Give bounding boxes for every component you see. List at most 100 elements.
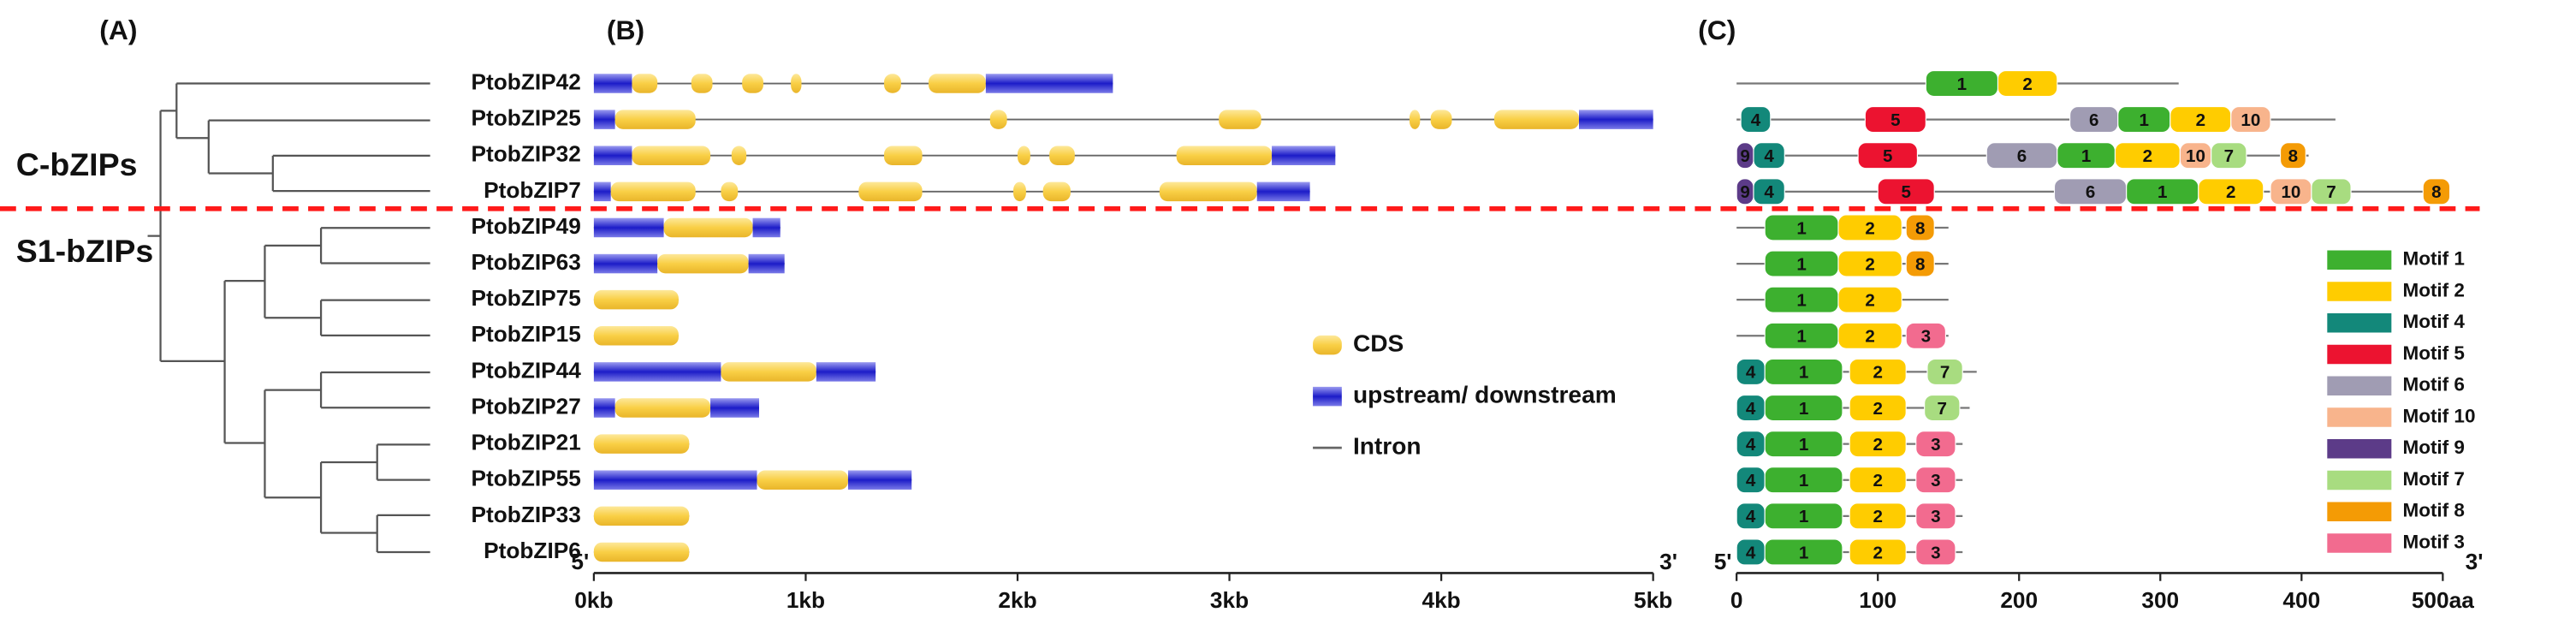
motif-box bbox=[1849, 467, 1907, 494]
motif-number: 1 bbox=[1796, 291, 1806, 311]
cds-segment bbox=[657, 253, 749, 274]
motif-box bbox=[2279, 142, 2306, 169]
motif-number: 4 bbox=[1746, 363, 1756, 383]
legend-label: Motif 1 bbox=[2402, 248, 2465, 270]
cds-segment bbox=[721, 362, 816, 382]
utr-segment bbox=[593, 217, 664, 238]
cds-segment bbox=[731, 146, 747, 165]
legend-swatch bbox=[2327, 439, 2392, 459]
x-tick-label: 100 bbox=[1859, 587, 1896, 613]
motif-number: 1 bbox=[1796, 327, 1806, 347]
cds-segment bbox=[632, 74, 658, 93]
utr-segment bbox=[593, 74, 632, 93]
tree-branch bbox=[147, 82, 430, 361]
cds-segment bbox=[757, 470, 848, 490]
utr-segment bbox=[593, 253, 658, 274]
x-tick-label: 400 bbox=[2282, 587, 2320, 613]
motif-box bbox=[1837, 250, 1902, 277]
legend-swatch bbox=[2327, 282, 2392, 301]
utr-segment bbox=[593, 181, 611, 202]
legend-swatch bbox=[2327, 533, 2392, 553]
cds-segment bbox=[742, 74, 763, 93]
motif-box bbox=[2198, 178, 2264, 205]
motif-number: 5 bbox=[1901, 182, 1910, 202]
legend-label: CDS bbox=[1353, 330, 1404, 357]
cds-segment bbox=[1159, 181, 1257, 202]
motif-number: 7 bbox=[2224, 146, 2234, 166]
motif-box bbox=[1753, 142, 1785, 169]
motif-number: 8 bbox=[2431, 182, 2441, 202]
motif-box bbox=[1764, 431, 1843, 458]
motif-box bbox=[1764, 502, 1843, 530]
legend-label: upstream/ downstream bbox=[1353, 382, 1617, 408]
motif-number: 8 bbox=[1915, 218, 1925, 238]
cds-segment bbox=[610, 181, 696, 202]
legend-swatch bbox=[2327, 470, 2392, 490]
cds-segment bbox=[593, 542, 690, 562]
motif-number: 1 bbox=[2081, 146, 2091, 166]
motif-number: 8 bbox=[2288, 146, 2298, 166]
motif-box bbox=[1764, 358, 1843, 385]
cds-segment bbox=[593, 326, 679, 346]
gene-label: PtobZIP63 bbox=[472, 249, 581, 275]
cds-segment bbox=[614, 398, 711, 418]
legend-label: Motif 5 bbox=[2402, 342, 2465, 364]
motif-number: 8 bbox=[1915, 254, 1925, 274]
utr-segment bbox=[593, 110, 615, 129]
motif-number: 2 bbox=[2022, 74, 2032, 94]
motif-number: 4 bbox=[1746, 471, 1756, 490]
utr-segment bbox=[1256, 181, 1310, 202]
motif-box bbox=[1740, 106, 1772, 134]
tree-branch bbox=[160, 227, 430, 554]
gene-label: PtobZIP32 bbox=[472, 141, 581, 167]
cds-segment bbox=[593, 434, 690, 454]
motif-box bbox=[1915, 431, 1956, 458]
cds-segment bbox=[1430, 110, 1452, 129]
end-label: 3' bbox=[2466, 549, 2484, 574]
panel-label: (A) bbox=[99, 15, 137, 45]
motif-box bbox=[1924, 394, 1961, 422]
phylogenetic-tree bbox=[147, 82, 430, 554]
motif-number: 4 bbox=[1751, 110, 1761, 130]
utr-segment bbox=[748, 253, 785, 274]
utr-segment bbox=[752, 217, 781, 238]
end-label: 5' bbox=[1714, 549, 1732, 574]
gene-label: PtobZIP55 bbox=[472, 466, 581, 491]
gene-label: PtobZIP25 bbox=[472, 105, 581, 131]
motif-box bbox=[2211, 142, 2247, 169]
x-tick-label: 1kb bbox=[786, 587, 825, 613]
end-label: 5' bbox=[571, 549, 589, 574]
legend-label: Motif 9 bbox=[2402, 437, 2465, 458]
cds-segment bbox=[791, 74, 802, 93]
motif-number: 1 bbox=[2158, 182, 2167, 202]
cds-segment bbox=[1219, 110, 1261, 129]
motif-box bbox=[1837, 286, 1902, 313]
motif-number: 2 bbox=[1873, 399, 1882, 419]
motif-number: 2 bbox=[1873, 435, 1882, 455]
motif-box bbox=[2230, 106, 2271, 134]
x-tick-label: 0 bbox=[1730, 587, 1743, 613]
motif-number: 6 bbox=[2086, 182, 2095, 202]
utr-segment bbox=[1579, 110, 1653, 129]
legend-label: Motif 4 bbox=[2402, 311, 2465, 332]
cds-segment bbox=[1176, 146, 1273, 165]
motif-number: 3 bbox=[1931, 471, 1940, 490]
motif-number: 1 bbox=[1799, 543, 1808, 562]
gene-label: PtobZIP6 bbox=[484, 538, 581, 563]
motif-number: 4 bbox=[1746, 507, 1756, 526]
utr-segment bbox=[593, 398, 615, 418]
motif-box bbox=[1849, 358, 1907, 385]
motif-number: 2 bbox=[2226, 182, 2235, 202]
legend-label: Motif 10 bbox=[2402, 405, 2475, 426]
motif-box bbox=[1837, 322, 1902, 349]
motif-number: 7 bbox=[2326, 182, 2336, 202]
motif-box bbox=[1864, 106, 1926, 134]
motif-box bbox=[1926, 358, 1963, 385]
motif-number: 1 bbox=[1957, 74, 1967, 94]
clade-label: C-bZIPs bbox=[16, 146, 138, 182]
motif-number: 1 bbox=[1799, 471, 1808, 490]
motif-number: 5 bbox=[1890, 110, 1900, 130]
motif-number: 3 bbox=[1921, 327, 1931, 347]
utr-segment bbox=[847, 470, 912, 490]
